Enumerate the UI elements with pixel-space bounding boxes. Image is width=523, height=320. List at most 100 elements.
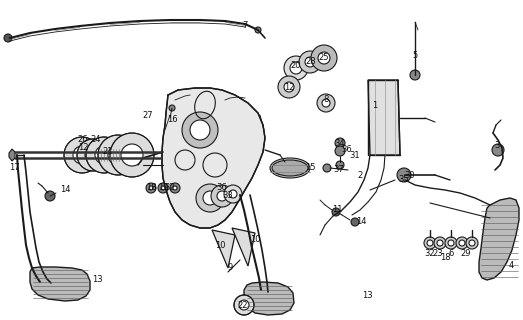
Polygon shape — [162, 88, 265, 228]
Text: 33: 33 — [223, 190, 233, 199]
Text: 14: 14 — [60, 186, 70, 195]
Text: 13: 13 — [362, 291, 372, 300]
Circle shape — [85, 147, 101, 163]
Circle shape — [196, 184, 224, 212]
Circle shape — [335, 138, 345, 148]
Text: 27: 27 — [143, 110, 153, 119]
Circle shape — [73, 146, 91, 164]
Text: 31: 31 — [350, 150, 360, 159]
Circle shape — [224, 185, 242, 203]
Circle shape — [146, 183, 156, 193]
Circle shape — [169, 105, 175, 111]
Circle shape — [229, 190, 237, 198]
FancyBboxPatch shape — [98, 147, 122, 163]
Circle shape — [299, 51, 321, 73]
Circle shape — [323, 164, 331, 172]
Circle shape — [98, 135, 138, 175]
Text: 36: 36 — [342, 146, 353, 155]
Circle shape — [336, 161, 344, 169]
Circle shape — [410, 70, 420, 80]
Text: 28: 28 — [305, 58, 316, 67]
Text: 3: 3 — [494, 140, 499, 149]
Circle shape — [318, 52, 330, 64]
Circle shape — [203, 191, 217, 205]
Circle shape — [424, 237, 436, 249]
Circle shape — [64, 137, 100, 173]
Circle shape — [4, 34, 12, 42]
Circle shape — [437, 240, 443, 246]
Circle shape — [492, 144, 504, 156]
Circle shape — [110, 133, 154, 177]
Circle shape — [173, 186, 177, 190]
Circle shape — [317, 94, 335, 112]
Polygon shape — [368, 80, 400, 155]
Circle shape — [149, 186, 153, 190]
Polygon shape — [9, 149, 15, 161]
Circle shape — [108, 145, 128, 165]
Polygon shape — [30, 267, 90, 301]
Circle shape — [459, 240, 465, 246]
Circle shape — [86, 137, 122, 173]
Text: 16: 16 — [167, 116, 177, 124]
Circle shape — [182, 112, 218, 148]
Text: 7: 7 — [242, 20, 248, 29]
Circle shape — [278, 76, 300, 98]
Text: 10: 10 — [250, 236, 260, 244]
Circle shape — [170, 183, 180, 193]
Circle shape — [456, 237, 468, 249]
Text: 25: 25 — [319, 52, 329, 61]
Text: 34: 34 — [335, 139, 345, 148]
Text: 30: 30 — [405, 171, 415, 180]
Text: 11: 11 — [332, 205, 342, 214]
Circle shape — [397, 168, 411, 182]
Circle shape — [290, 62, 302, 74]
Text: 18: 18 — [146, 183, 156, 193]
Circle shape — [351, 218, 359, 226]
Circle shape — [284, 82, 294, 92]
Polygon shape — [232, 228, 255, 266]
Circle shape — [448, 240, 454, 246]
Text: 1: 1 — [372, 100, 378, 109]
Circle shape — [445, 237, 457, 249]
Text: 2: 2 — [357, 171, 362, 180]
Circle shape — [95, 146, 113, 164]
Text: 6: 6 — [448, 249, 453, 258]
Text: 32: 32 — [165, 183, 175, 193]
Text: 18: 18 — [440, 253, 450, 262]
Circle shape — [121, 144, 143, 166]
Text: 22: 22 — [238, 300, 248, 309]
Circle shape — [45, 191, 55, 201]
Text: 35: 35 — [399, 175, 410, 185]
Text: 9: 9 — [228, 263, 233, 273]
Circle shape — [255, 27, 261, 33]
Circle shape — [217, 191, 227, 201]
Text: 36: 36 — [217, 183, 228, 193]
Circle shape — [469, 240, 475, 246]
Text: 10: 10 — [215, 241, 225, 250]
Circle shape — [211, 185, 233, 207]
Circle shape — [161, 186, 165, 190]
Circle shape — [466, 237, 478, 249]
Text: 8: 8 — [323, 95, 328, 105]
Text: 21: 21 — [103, 148, 113, 156]
Ellipse shape — [272, 160, 308, 176]
Circle shape — [434, 237, 446, 249]
Text: 15: 15 — [305, 164, 315, 172]
Text: 24: 24 — [91, 135, 101, 145]
Polygon shape — [212, 230, 235, 268]
Text: 37: 37 — [334, 165, 344, 174]
Text: 23: 23 — [433, 249, 444, 258]
Text: 12: 12 — [78, 143, 88, 153]
Circle shape — [234, 295, 254, 315]
Circle shape — [239, 300, 249, 310]
Text: 19: 19 — [158, 183, 168, 193]
Text: 29: 29 — [461, 249, 471, 258]
Text: 12: 12 — [284, 83, 294, 92]
Polygon shape — [479, 198, 519, 280]
Text: 26: 26 — [78, 135, 88, 145]
Circle shape — [427, 240, 433, 246]
Circle shape — [284, 56, 308, 80]
Polygon shape — [244, 282, 294, 315]
Circle shape — [322, 99, 330, 107]
Text: 13: 13 — [92, 276, 103, 284]
